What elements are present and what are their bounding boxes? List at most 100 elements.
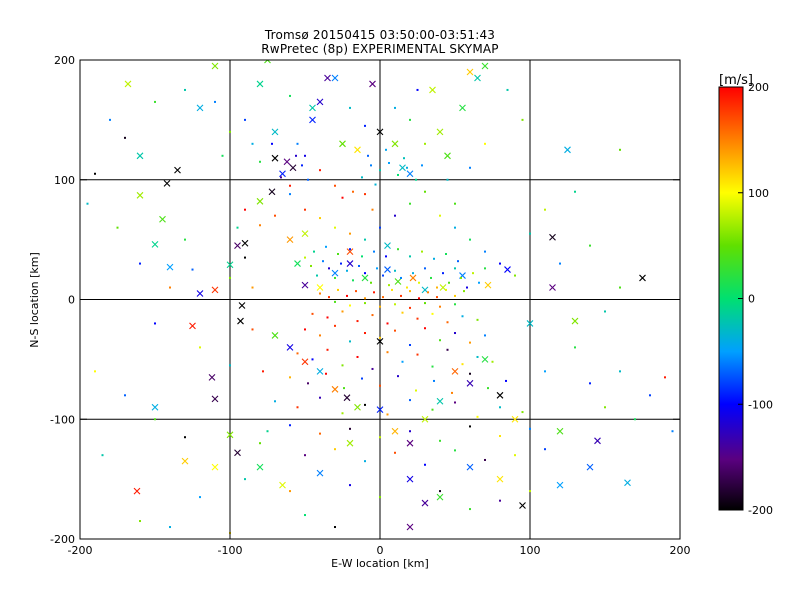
data-point-dot xyxy=(259,442,261,445)
data-point-x xyxy=(237,317,244,325)
data-point-x xyxy=(474,74,481,82)
data-point-dot xyxy=(236,226,239,229)
data-point-dot xyxy=(154,100,156,103)
y-axis-label: N-S location [km] xyxy=(28,252,41,348)
data-point-dot xyxy=(469,372,471,375)
data-point-dot xyxy=(94,370,96,373)
data-point-dot xyxy=(421,164,423,167)
data-point-dot xyxy=(461,363,464,366)
data-point-x xyxy=(133,487,141,495)
data-point-dot xyxy=(229,276,231,279)
data-point-dot xyxy=(340,262,342,265)
data-point-dot xyxy=(386,322,389,325)
data-point-dot xyxy=(469,238,471,241)
data-point-x xyxy=(286,236,294,244)
data-point-x xyxy=(406,523,414,531)
data-point-dot xyxy=(319,334,321,337)
colorbar-label: [m/s] xyxy=(719,73,753,88)
data-point-x xyxy=(571,317,579,325)
data-point-x xyxy=(339,140,346,148)
data-point-dot xyxy=(304,514,306,517)
data-point-dot xyxy=(442,272,444,275)
data-point-dot xyxy=(394,303,396,306)
data-point-dot xyxy=(371,208,374,211)
data-point-x xyxy=(234,242,241,250)
data-point-x xyxy=(384,242,391,250)
data-point-dot xyxy=(409,430,411,433)
data-point-dot xyxy=(364,238,366,241)
data-point-dot xyxy=(439,439,441,442)
data-point-dot xyxy=(364,297,366,300)
data-point-dot xyxy=(397,248,399,251)
data-point-dot xyxy=(484,458,486,461)
data-point-x xyxy=(346,260,354,267)
data-point-dot xyxy=(529,490,531,493)
data-point-dot xyxy=(454,202,456,205)
data-point-dot xyxy=(337,252,339,255)
data-point-dot xyxy=(671,430,674,433)
data-point-x xyxy=(624,479,631,487)
data-point-dot xyxy=(379,496,381,499)
data-point-dot xyxy=(328,267,330,270)
data-point-dot xyxy=(191,268,194,271)
data-point-dot xyxy=(491,360,494,363)
data-point-x xyxy=(136,191,144,199)
data-point-dot xyxy=(322,260,324,263)
data-point-x xyxy=(256,80,264,88)
x-tick-label: 100 xyxy=(520,544,541,557)
data-point-dot xyxy=(346,269,348,272)
colorbar-tick-label: -200 xyxy=(748,504,773,517)
data-point-dot xyxy=(461,315,464,318)
data-point-x xyxy=(256,463,264,471)
data-point-dot xyxy=(529,427,531,430)
data-point-dot xyxy=(424,302,426,305)
data-point-dot xyxy=(316,274,318,277)
data-point-dot xyxy=(361,176,363,179)
data-point-x xyxy=(376,406,384,414)
data-point-dot xyxy=(484,250,486,253)
data-point-dot xyxy=(427,291,429,294)
data-point-x xyxy=(354,146,361,154)
data-point-dot xyxy=(346,294,348,297)
data-point-x xyxy=(159,215,166,223)
colorbar-tick-label: 0 xyxy=(748,293,755,306)
data-point-x xyxy=(394,278,402,285)
data-point-x xyxy=(238,302,246,309)
data-point-dot xyxy=(370,281,372,284)
data-point-x xyxy=(316,284,324,291)
data-point-x xyxy=(226,261,234,269)
data-point-dot xyxy=(274,400,276,403)
data-point-x xyxy=(264,60,271,64)
data-point-dot xyxy=(415,389,417,392)
data-point-dot xyxy=(304,328,306,331)
data-point-x xyxy=(549,284,556,291)
data-point-dot xyxy=(436,286,438,289)
data-point-dot xyxy=(367,154,369,157)
data-point-dot xyxy=(364,332,366,335)
data-point-dot xyxy=(394,106,396,109)
data-point-dot xyxy=(487,387,489,390)
data-point-x xyxy=(324,74,331,82)
data-point-x xyxy=(511,415,519,423)
data-point-dot xyxy=(313,250,315,253)
data-point-dot xyxy=(334,324,336,327)
colorbar-tick-label: 100 xyxy=(748,187,769,200)
data-point-x xyxy=(294,260,301,267)
data-point-dot xyxy=(364,193,366,196)
data-point-dot xyxy=(403,157,405,160)
data-point-dot xyxy=(343,387,345,390)
data-point-dot xyxy=(319,169,321,172)
data-point-x xyxy=(289,164,297,172)
data-point-dot xyxy=(634,418,636,421)
data-point-dot xyxy=(391,288,393,291)
data-point-dot xyxy=(310,264,312,267)
data-point-dot xyxy=(379,226,381,229)
data-point-dot xyxy=(124,394,126,397)
data-point-dot xyxy=(379,436,381,439)
data-point-x xyxy=(174,166,181,174)
data-point-x xyxy=(556,481,564,489)
data-point-x xyxy=(166,263,174,271)
data-point-x xyxy=(268,188,276,196)
data-point-x xyxy=(429,86,436,94)
